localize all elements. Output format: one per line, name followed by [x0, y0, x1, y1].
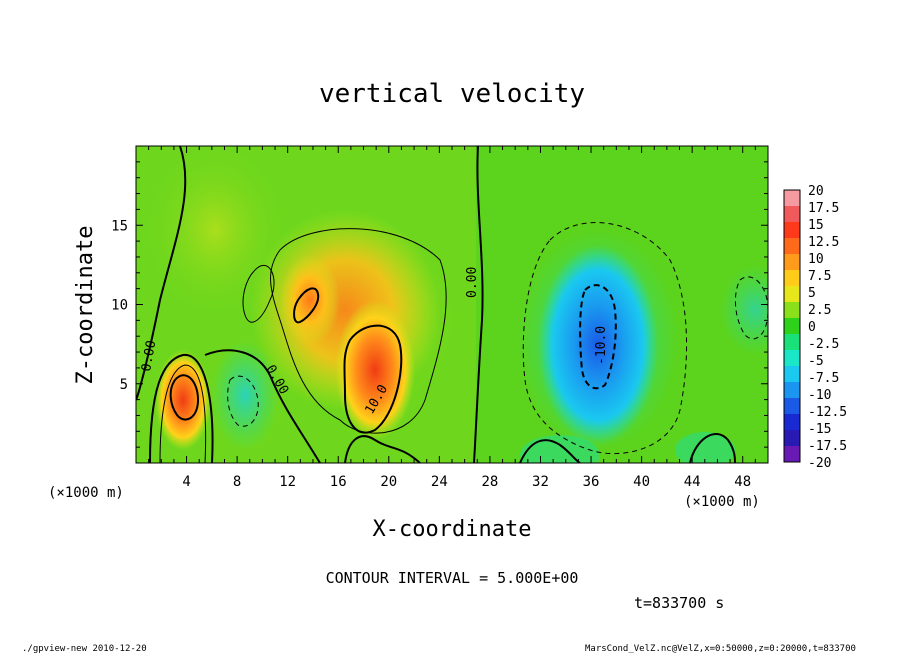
colorbar-label: -15 — [808, 422, 831, 437]
x-tick-label: 24 — [431, 474, 448, 490]
colorbar-swatch — [784, 318, 800, 335]
colorbar-swatch — [784, 270, 800, 287]
colorbar-label: -5 — [808, 354, 824, 369]
y-tick-label: 10 — [111, 298, 128, 314]
colorbar-label: 17.5 — [808, 201, 839, 216]
colorbar-label: 5 — [808, 286, 816, 301]
x-tick-label: 12 — [279, 474, 296, 490]
x-tick-label: 40 — [633, 474, 650, 490]
colorbar-label: -2.5 — [808, 337, 839, 352]
colorbar-swatch — [784, 334, 800, 351]
colorbar-label: 20 — [808, 184, 824, 199]
colorbar-label: 7.5 — [808, 269, 831, 284]
colorbar-swatch — [784, 382, 800, 399]
x-tick-label: 44 — [684, 474, 701, 490]
footer-right: MarsCond_VelZ.nc@VelZ,x=0:50000,z=0:2000… — [585, 644, 856, 654]
colorbar-label: -12.5 — [808, 405, 847, 420]
x-tick-label: 20 — [380, 474, 397, 490]
y-axis: 5 10 15 — [111, 161, 768, 448]
colorbar-label: -17.5 — [808, 439, 847, 454]
x-axis-title: X-coordinate — [373, 517, 532, 542]
contour-label: 0.00 — [465, 267, 480, 298]
colorbar-label: 12.5 — [808, 235, 839, 250]
colorbar-frame — [783, 189, 801, 463]
chart-title: vertical velocity — [319, 79, 585, 109]
time-text: t=833700 s — [634, 594, 724, 612]
x-tick-label: 32 — [532, 474, 549, 490]
x-axis: 4 8 12 16 20 24 28 32 36 40 44 48 — [148, 146, 756, 490]
x-tick-label: 4 — [182, 474, 190, 490]
colorbar-label: 2.5 — [808, 303, 831, 318]
colorbar-swatch — [784, 190, 800, 207]
colorbar-label: 10 — [808, 252, 824, 267]
colorbar-swatch — [784, 366, 800, 383]
y-tick-label: 15 — [111, 218, 128, 234]
colorbar: 20 17.5 15 12.5 10 7.5 5 2.5 0 -2.5 -5 -7.5 -10 -12.5… — [783, 184, 847, 471]
colorbar-swatch — [784, 398, 800, 415]
colorbar-swatch — [784, 254, 800, 271]
footer-left: ./gpview-new 2010-12-20 — [22, 644, 147, 654]
colorbar-label: -10 — [808, 388, 831, 403]
contour-label: 0.00 — [139, 339, 159, 372]
x-tick-label: 48 — [734, 474, 751, 490]
colorbar-swatch — [784, 206, 800, 223]
contour-interval-text: CONTOUR INTERVAL = 5.000E+00 — [326, 569, 579, 587]
contour-label: -10.0 — [594, 326, 609, 365]
colorbar-swatch — [784, 446, 800, 463]
x-tick-label: 36 — [583, 474, 600, 490]
colorbar-label: -20 — [808, 456, 831, 471]
colorbar-swatch — [784, 238, 800, 255]
x-tick-label: 16 — [330, 474, 347, 490]
x-tick-label: 8 — [233, 474, 241, 490]
y-axis-title: Z-coordinate — [73, 226, 98, 385]
colorbar-swatch — [784, 430, 800, 447]
x-unit-label-right: (×1000 m) — [684, 494, 760, 510]
x-tick-label: 28 — [481, 474, 498, 490]
x-unit-label: (×1000 m) — [48, 485, 124, 501]
colorbar-label: 15 — [808, 218, 824, 233]
colorbar-swatch — [784, 286, 800, 303]
colorbar-label: 0 — [808, 320, 816, 335]
colorbar-label: -7.5 — [808, 371, 839, 386]
colorbar-swatch — [784, 414, 800, 431]
colorbar-swatch — [784, 302, 800, 319]
colorbar-swatch — [784, 350, 800, 367]
y-tick-label: 5 — [120, 377, 128, 393]
colorbar-swatch — [784, 222, 800, 239]
heatmap-field — [136, 146, 768, 463]
